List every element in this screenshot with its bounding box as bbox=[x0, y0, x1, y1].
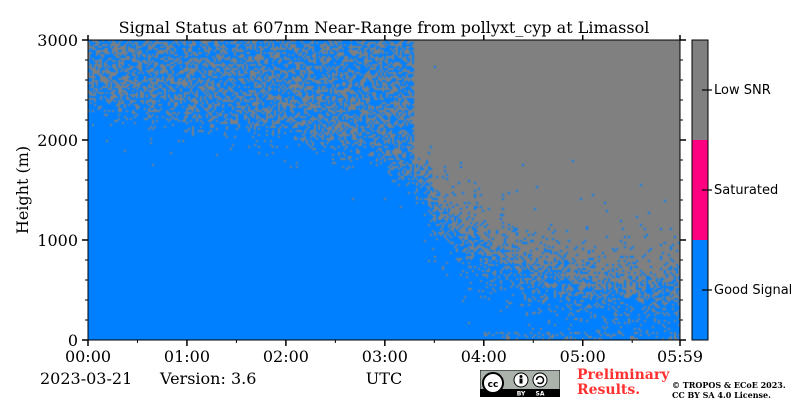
version-label: Version: 3.6 bbox=[160, 369, 257, 388]
colorbar: Good Signal Saturated Low SNR bbox=[691, 39, 792, 341]
x-axis: 00:00 01:00 02:00 03:00 04:00 05:00 05:59 bbox=[65, 35, 703, 366]
preliminary-results-label: Preliminary Results. bbox=[577, 368, 669, 398]
cc-sa-text: SA bbox=[536, 391, 545, 398]
y-tick-label: 2000 bbox=[37, 131, 78, 150]
preliminary-line-2: Results. bbox=[577, 382, 641, 398]
y-tick-label: 0 bbox=[68, 331, 78, 350]
copyright-line-2: CC BY SA 4.0 License. bbox=[672, 390, 771, 400]
x-axis-label: UTC bbox=[366, 369, 402, 388]
svg-text:cc: cc bbox=[488, 380, 499, 390]
x-tick-label: 01:00 bbox=[164, 347, 210, 366]
chart-title: Signal Status at 607nm Near-Range from p… bbox=[119, 18, 650, 37]
colorbar-segment bbox=[692, 240, 708, 340]
x-tick-label: 00:00 bbox=[65, 347, 111, 366]
colorbar-label: Low SNR bbox=[714, 83, 771, 98]
x-tick-label: 02:00 bbox=[263, 347, 309, 366]
cc-by-sa-icon: cc BY SA bbox=[480, 370, 560, 397]
x-tick-label: 04:00 bbox=[461, 347, 507, 366]
signal-status-heatmap bbox=[88, 40, 680, 340]
colorbar-segment bbox=[692, 140, 708, 240]
x-tick-label: 05:00 bbox=[560, 347, 606, 366]
x-tick-label: 03:00 bbox=[362, 347, 408, 366]
colorbar-label: Good Signal bbox=[714, 283, 792, 298]
colorbar-frame bbox=[691, 39, 709, 341]
y-axis: 0 1000 2000 3000 bbox=[37, 31, 686, 350]
copyright-line-1: © TROPOS & ECoE 2023. bbox=[672, 380, 786, 390]
date-label: 2023-03-21 bbox=[40, 369, 133, 388]
cc-by-text: BY bbox=[517, 391, 526, 398]
y-tick-label: 1000 bbox=[37, 231, 78, 250]
x-tick-label: 05:59 bbox=[657, 347, 703, 366]
colorbar-segment bbox=[692, 40, 708, 140]
preliminary-line-1: Preliminary bbox=[577, 367, 670, 383]
plot-frame bbox=[87, 39, 681, 341]
copyright-notice: © TROPOS & ECoE 2023. CC BY SA 4.0 Licen… bbox=[672, 380, 786, 400]
y-axis-label: Height (m) bbox=[13, 146, 32, 234]
y-tick-label: 3000 bbox=[37, 31, 78, 50]
colorbar-label: Saturated bbox=[714, 183, 778, 198]
plot-area bbox=[87, 39, 681, 341]
